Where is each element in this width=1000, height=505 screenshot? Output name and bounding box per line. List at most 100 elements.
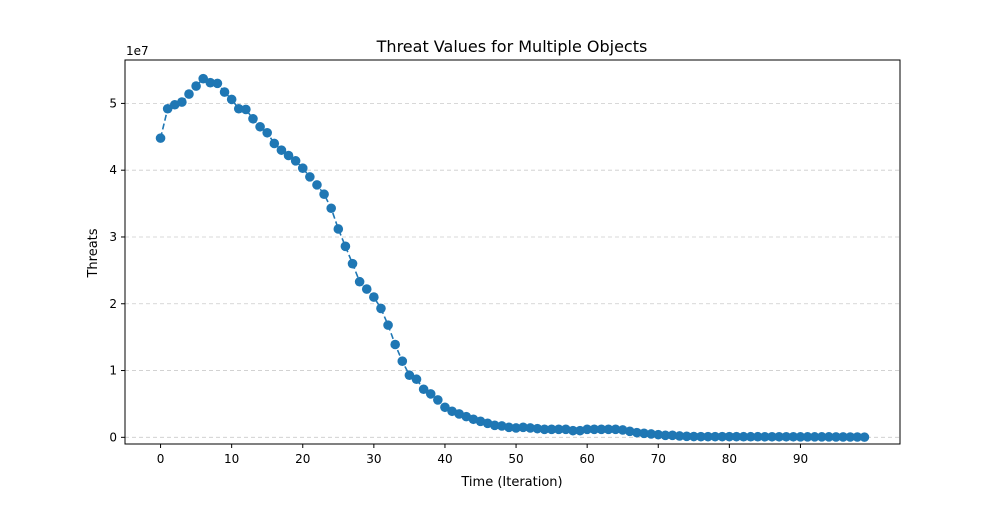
data-point (511, 423, 521, 433)
data-point (859, 432, 870, 442)
x-tick-label-5: 50 (508, 452, 523, 466)
data-point (568, 425, 578, 436)
data-point (177, 97, 187, 107)
data-point (838, 432, 848, 442)
data-point (312, 180, 322, 190)
y-axis-label: Threats (86, 228, 101, 278)
data-point (539, 424, 550, 435)
x-tick-label-9: 90 (793, 452, 808, 466)
data-point (184, 89, 194, 99)
x-axis-label: Time (Iteration) (460, 475, 562, 490)
data-point (596, 424, 607, 435)
data-point (745, 431, 756, 442)
data-point (696, 431, 706, 442)
data-point (525, 423, 536, 433)
chart-title: Threat Values for Multiple Objects (376, 37, 648, 56)
data-point (689, 431, 699, 442)
data-point (376, 303, 386, 314)
data-point (440, 402, 450, 413)
data-point (205, 77, 216, 88)
y-tick-label-3: 3 (109, 230, 117, 244)
data-point (269, 138, 280, 149)
data-point (845, 432, 856, 442)
data-point (333, 224, 344, 234)
data-point (383, 320, 393, 330)
data-point (326, 203, 336, 214)
plot-frame (124, 59, 901, 445)
data-point (198, 73, 209, 84)
data-point (824, 432, 834, 442)
data-point (290, 156, 301, 166)
data-point (752, 431, 763, 442)
data-point (162, 103, 173, 114)
data-point (717, 431, 728, 442)
x-tick-label-7: 70 (651, 452, 666, 466)
data-point (710, 431, 720, 442)
x-tick-label-0: 0 (157, 452, 165, 466)
data-point (418, 384, 429, 395)
data-point (241, 104, 251, 115)
data-point (319, 189, 329, 200)
x-tick-label-8: 80 (722, 452, 737, 466)
data-point (703, 431, 713, 442)
data-point (561, 424, 571, 435)
data-point (219, 87, 230, 97)
data-point (724, 431, 735, 442)
data-point (667, 430, 678, 441)
y-tick-label-1: 1 (109, 364, 117, 378)
data-point (653, 429, 664, 440)
data-point (575, 425, 585, 436)
data-point (632, 427, 642, 438)
data-point (617, 425, 628, 435)
data-point (497, 421, 507, 431)
data-point (305, 172, 315, 182)
data-point (795, 432, 806, 442)
data-point (433, 395, 443, 405)
data-point (248, 113, 258, 124)
data-point (774, 431, 784, 442)
data-point (625, 426, 635, 437)
data-point (546, 424, 557, 435)
data-point (802, 432, 813, 442)
data-point (852, 432, 863, 442)
data-point (553, 424, 564, 435)
data-point (390, 339, 400, 350)
data-point (397, 356, 408, 366)
data-point (589, 424, 600, 435)
y-axis-offset-label: 1e7 (126, 44, 149, 58)
data-point (660, 430, 671, 441)
x-tick-label-4: 40 (437, 452, 452, 466)
y-axis-ticks: 0 1 2 3 4 5 (109, 96, 125, 444)
data-point (639, 428, 649, 439)
data-point (816, 432, 827, 442)
data-point (603, 424, 614, 435)
data-point (276, 145, 287, 155)
data-point (731, 431, 742, 442)
x-tick-label-3: 30 (366, 452, 381, 466)
data-point (361, 284, 372, 294)
data-point (233, 103, 244, 114)
data-point (425, 389, 436, 399)
data-point (831, 432, 841, 442)
data-point (610, 424, 621, 435)
data-point (340, 241, 351, 252)
data-point (226, 94, 237, 105)
data-point (781, 431, 792, 442)
data-point (532, 423, 543, 434)
y-tick-label-2: 2 (109, 297, 117, 311)
grid-lines (125, 103, 900, 438)
x-tick-label-1: 10 (224, 452, 239, 466)
data-point (297, 163, 308, 173)
y-tick-label-4: 4 (109, 163, 117, 177)
data-point (809, 432, 820, 442)
data-point (767, 431, 777, 442)
data-point (518, 422, 528, 433)
data-point (646, 429, 656, 439)
data-point (504, 422, 514, 433)
data-point (262, 127, 273, 138)
x-tick-label-6: 60 (580, 452, 595, 466)
data-point (411, 374, 422, 385)
data-point (347, 258, 358, 269)
